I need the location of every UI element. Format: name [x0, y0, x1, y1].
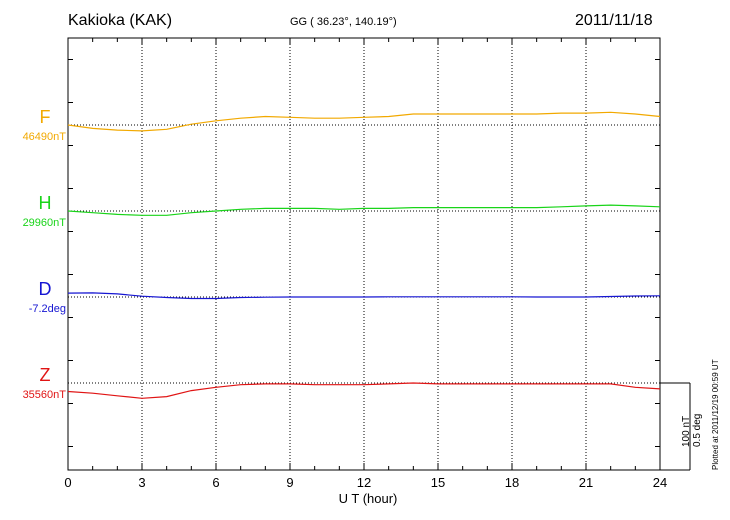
x-tick-labels: 0 3 6 9 12 15 18 21 24: [64, 475, 667, 490]
station-coordinates: GG ( 36.23°, 140.19°): [290, 16, 397, 28]
scale-nt: 100 nT: [681, 415, 692, 447]
series-line-d: [67, 292, 661, 300]
baseline-value-f: 46490nT: [22, 131, 66, 143]
series-line-z: [67, 382, 661, 399]
x-tick-label: 0: [64, 475, 71, 490]
grid-lines: [68, 38, 660, 470]
series-line-f: [67, 111, 661, 132]
component-label-d: D: [38, 279, 52, 299]
x-tick-label: 21: [579, 475, 593, 490]
component-label-f: F: [39, 107, 51, 127]
x-tick-label: 6: [212, 475, 219, 490]
baseline-value-h: 29960nT: [22, 217, 66, 229]
x-tick-label: 9: [286, 475, 293, 490]
x-tick-label: 3: [138, 475, 145, 490]
axis-ticks: [67, 38, 661, 470]
x-axis-title: U T (hour): [339, 491, 398, 506]
x-tick-label: 24: [653, 475, 667, 490]
plot-frame: [67, 37, 691, 471]
station-title: Kakioka (KAK): [68, 12, 173, 29]
chart-date: 2011/11/18: [575, 12, 653, 29]
x-tick-label: 12: [357, 475, 371, 490]
series-line-h: [67, 204, 661, 216]
scale-deg: 0.5 deg: [692, 413, 703, 447]
x-tick-label: 15: [431, 475, 445, 490]
scale-legend: 100 nT 0.5 deg: [681, 414, 703, 447]
x-tick-label: 18: [505, 475, 519, 490]
baseline-value-z: 35560nT: [22, 389, 66, 401]
plotted-timestamp: Plotted at 2011/12/19 00:59 UT: [711, 359, 720, 470]
series-lines: [67, 111, 661, 399]
baseline-value-d: -7.2deg: [28, 303, 66, 315]
component-label-h: H: [38, 193, 52, 213]
component-label-z: Z: [39, 365, 51, 385]
